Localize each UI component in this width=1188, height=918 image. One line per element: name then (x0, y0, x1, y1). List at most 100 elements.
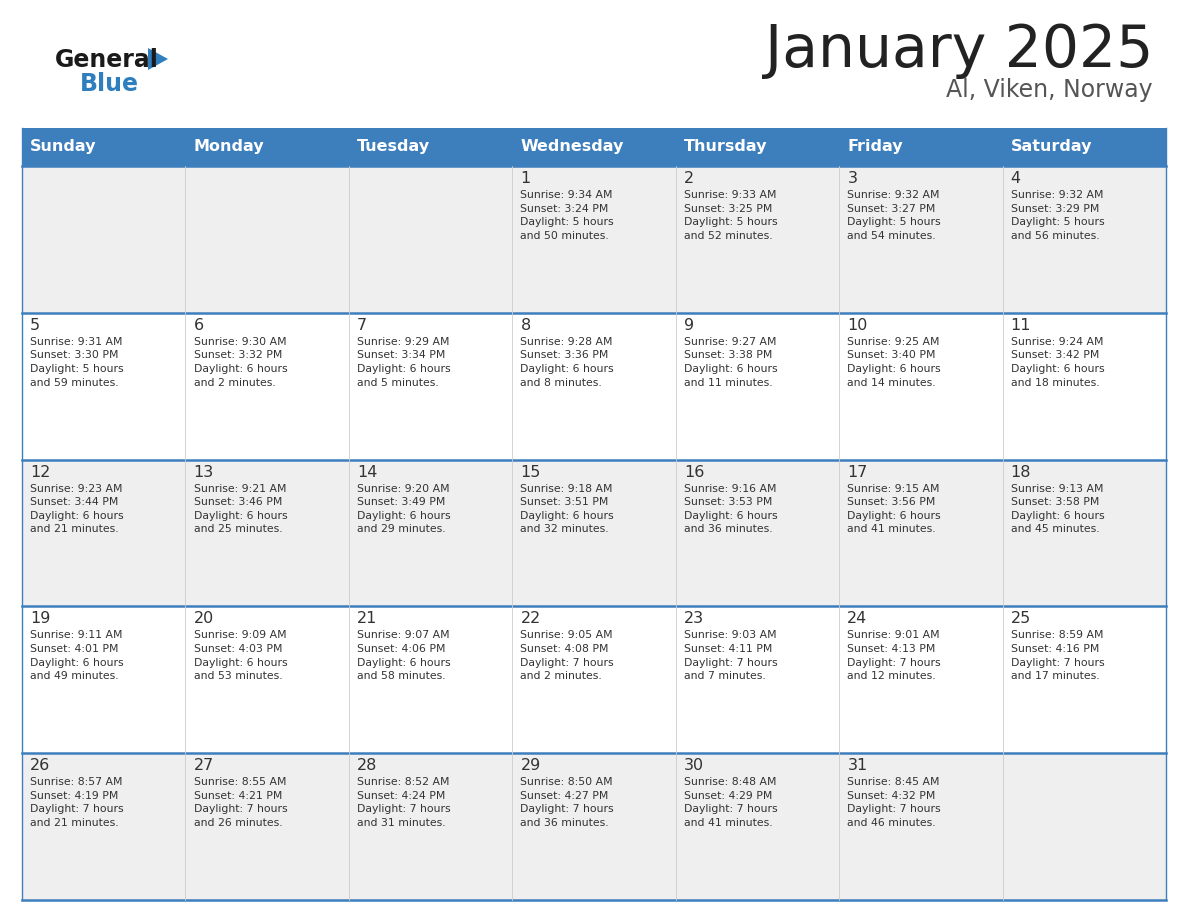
Bar (349, 753, 512, 900)
Bar (676, 753, 839, 900)
Bar (512, 313, 676, 460)
Text: Sunrise: 9:21 AM
Sunset: 3:46 PM
Daylight: 6 hours
and 25 minutes.: Sunrise: 9:21 AM Sunset: 3:46 PM Dayligh… (194, 484, 287, 534)
Text: Saturday: Saturday (1011, 140, 1092, 154)
Text: 29: 29 (520, 758, 541, 773)
Text: Sunrise: 8:55 AM
Sunset: 4:21 PM
Daylight: 7 hours
and 26 minutes.: Sunrise: 8:55 AM Sunset: 4:21 PM Dayligh… (194, 778, 287, 828)
Bar (1003, 128, 1165, 166)
Text: 16: 16 (684, 465, 704, 479)
Text: 28: 28 (358, 758, 378, 773)
Text: 6: 6 (194, 318, 203, 333)
Bar (23, 166, 185, 313)
Text: January 2025: January 2025 (765, 22, 1154, 79)
Bar (1003, 166, 1165, 313)
Text: 2: 2 (684, 171, 694, 186)
Polygon shape (148, 48, 168, 70)
Text: 27: 27 (194, 758, 214, 773)
Text: Sunrise: 9:24 AM
Sunset: 3:42 PM
Daylight: 6 hours
and 18 minutes.: Sunrise: 9:24 AM Sunset: 3:42 PM Dayligh… (1011, 337, 1105, 387)
Text: Sunrise: 8:57 AM
Sunset: 4:19 PM
Daylight: 7 hours
and 21 minutes.: Sunrise: 8:57 AM Sunset: 4:19 PM Dayligh… (30, 778, 124, 828)
Text: 13: 13 (194, 465, 214, 479)
Text: Sunrise: 9:25 AM
Sunset: 3:40 PM
Daylight: 6 hours
and 14 minutes.: Sunrise: 9:25 AM Sunset: 3:40 PM Dayligh… (847, 337, 941, 387)
Text: Sunrise: 9:18 AM
Sunset: 3:51 PM
Daylight: 6 hours
and 32 minutes.: Sunrise: 9:18 AM Sunset: 3:51 PM Dayligh… (520, 484, 614, 534)
Bar (185, 128, 349, 166)
Text: 14: 14 (358, 465, 378, 479)
Bar (1003, 460, 1165, 607)
Text: 21: 21 (358, 611, 378, 626)
Text: Sunrise: 9:31 AM
Sunset: 3:30 PM
Daylight: 5 hours
and 59 minutes.: Sunrise: 9:31 AM Sunset: 3:30 PM Dayligh… (30, 337, 124, 387)
Bar (185, 753, 349, 900)
Text: Sunrise: 8:50 AM
Sunset: 4:27 PM
Daylight: 7 hours
and 36 minutes.: Sunrise: 8:50 AM Sunset: 4:27 PM Dayligh… (520, 778, 614, 828)
Text: Sunrise: 9:11 AM
Sunset: 4:01 PM
Daylight: 6 hours
and 49 minutes.: Sunrise: 9:11 AM Sunset: 4:01 PM Dayligh… (30, 631, 124, 681)
Text: Sunday: Sunday (30, 140, 96, 154)
Bar (349, 607, 512, 753)
Text: 4: 4 (1011, 171, 1020, 186)
Text: Sunrise: 9:30 AM
Sunset: 3:32 PM
Daylight: 6 hours
and 2 minutes.: Sunrise: 9:30 AM Sunset: 3:32 PM Dayligh… (194, 337, 287, 387)
Text: Sunrise: 9:15 AM
Sunset: 3:56 PM
Daylight: 6 hours
and 41 minutes.: Sunrise: 9:15 AM Sunset: 3:56 PM Dayligh… (847, 484, 941, 534)
Text: 15: 15 (520, 465, 541, 479)
Text: Sunrise: 9:07 AM
Sunset: 4:06 PM
Daylight: 6 hours
and 58 minutes.: Sunrise: 9:07 AM Sunset: 4:06 PM Dayligh… (358, 631, 450, 681)
Text: Sunrise: 9:13 AM
Sunset: 3:58 PM
Daylight: 6 hours
and 45 minutes.: Sunrise: 9:13 AM Sunset: 3:58 PM Dayligh… (1011, 484, 1105, 534)
Text: Sunrise: 8:48 AM
Sunset: 4:29 PM
Daylight: 7 hours
and 41 minutes.: Sunrise: 8:48 AM Sunset: 4:29 PM Dayligh… (684, 778, 777, 828)
Text: 23: 23 (684, 611, 704, 626)
Bar (185, 607, 349, 753)
Bar (185, 166, 349, 313)
Bar (185, 313, 349, 460)
Bar (1003, 313, 1165, 460)
Bar (839, 128, 1003, 166)
Bar (512, 607, 676, 753)
Bar (1003, 753, 1165, 900)
Bar (349, 460, 512, 607)
Text: 24: 24 (847, 611, 867, 626)
Text: 1: 1 (520, 171, 531, 186)
Text: Tuesday: Tuesday (358, 140, 430, 154)
Text: Wednesday: Wednesday (520, 140, 624, 154)
Bar (676, 166, 839, 313)
Bar (1003, 607, 1165, 753)
Text: 3: 3 (847, 171, 858, 186)
Text: 19: 19 (30, 611, 51, 626)
Text: 30: 30 (684, 758, 704, 773)
Text: Al, Viken, Norway: Al, Viken, Norway (947, 78, 1154, 102)
Bar (512, 166, 676, 313)
Bar (23, 753, 185, 900)
Bar (676, 607, 839, 753)
Text: Sunrise: 9:09 AM
Sunset: 4:03 PM
Daylight: 6 hours
and 53 minutes.: Sunrise: 9:09 AM Sunset: 4:03 PM Dayligh… (194, 631, 287, 681)
Text: Sunrise: 9:16 AM
Sunset: 3:53 PM
Daylight: 6 hours
and 36 minutes.: Sunrise: 9:16 AM Sunset: 3:53 PM Dayligh… (684, 484, 777, 534)
Text: Sunrise: 9:28 AM
Sunset: 3:36 PM
Daylight: 6 hours
and 8 minutes.: Sunrise: 9:28 AM Sunset: 3:36 PM Dayligh… (520, 337, 614, 387)
Text: Sunrise: 9:23 AM
Sunset: 3:44 PM
Daylight: 6 hours
and 21 minutes.: Sunrise: 9:23 AM Sunset: 3:44 PM Dayligh… (30, 484, 124, 534)
Bar (839, 460, 1003, 607)
Text: Sunrise: 9:29 AM
Sunset: 3:34 PM
Daylight: 6 hours
and 5 minutes.: Sunrise: 9:29 AM Sunset: 3:34 PM Dayligh… (358, 337, 450, 387)
Text: 26: 26 (30, 758, 50, 773)
Bar (23, 313, 185, 460)
Text: Sunrise: 9:34 AM
Sunset: 3:24 PM
Daylight: 5 hours
and 50 minutes.: Sunrise: 9:34 AM Sunset: 3:24 PM Dayligh… (520, 190, 614, 241)
Text: 11: 11 (1011, 318, 1031, 333)
Bar (676, 313, 839, 460)
Bar (512, 128, 676, 166)
Bar (839, 607, 1003, 753)
Text: Sunrise: 9:01 AM
Sunset: 4:13 PM
Daylight: 7 hours
and 12 minutes.: Sunrise: 9:01 AM Sunset: 4:13 PM Dayligh… (847, 631, 941, 681)
Text: 31: 31 (847, 758, 867, 773)
Bar (512, 460, 676, 607)
Text: 8: 8 (520, 318, 531, 333)
Text: 9: 9 (684, 318, 694, 333)
Text: Sunrise: 9:03 AM
Sunset: 4:11 PM
Daylight: 7 hours
and 7 minutes.: Sunrise: 9:03 AM Sunset: 4:11 PM Dayligh… (684, 631, 777, 681)
Text: Monday: Monday (194, 140, 264, 154)
Text: 25: 25 (1011, 611, 1031, 626)
Text: 5: 5 (30, 318, 40, 333)
Bar (23, 128, 185, 166)
Text: Sunrise: 9:05 AM
Sunset: 4:08 PM
Daylight: 7 hours
and 2 minutes.: Sunrise: 9:05 AM Sunset: 4:08 PM Dayligh… (520, 631, 614, 681)
Text: Sunrise: 8:45 AM
Sunset: 4:32 PM
Daylight: 7 hours
and 46 minutes.: Sunrise: 8:45 AM Sunset: 4:32 PM Dayligh… (847, 778, 941, 828)
Text: 18: 18 (1011, 465, 1031, 479)
Text: 7: 7 (358, 318, 367, 333)
Text: Sunrise: 8:52 AM
Sunset: 4:24 PM
Daylight: 7 hours
and 31 minutes.: Sunrise: 8:52 AM Sunset: 4:24 PM Dayligh… (358, 778, 450, 828)
Bar (512, 753, 676, 900)
Text: Sunrise: 9:32 AM
Sunset: 3:29 PM
Daylight: 5 hours
and 56 minutes.: Sunrise: 9:32 AM Sunset: 3:29 PM Dayligh… (1011, 190, 1105, 241)
Text: Sunrise: 9:33 AM
Sunset: 3:25 PM
Daylight: 5 hours
and 52 minutes.: Sunrise: 9:33 AM Sunset: 3:25 PM Dayligh… (684, 190, 777, 241)
Bar (676, 460, 839, 607)
Bar (839, 166, 1003, 313)
Text: 22: 22 (520, 611, 541, 626)
Text: Sunrise: 9:20 AM
Sunset: 3:49 PM
Daylight: 6 hours
and 29 minutes.: Sunrise: 9:20 AM Sunset: 3:49 PM Dayligh… (358, 484, 450, 534)
Text: 10: 10 (847, 318, 867, 333)
Bar (185, 460, 349, 607)
Text: Thursday: Thursday (684, 140, 767, 154)
Text: Sunrise: 9:32 AM
Sunset: 3:27 PM
Daylight: 5 hours
and 54 minutes.: Sunrise: 9:32 AM Sunset: 3:27 PM Dayligh… (847, 190, 941, 241)
